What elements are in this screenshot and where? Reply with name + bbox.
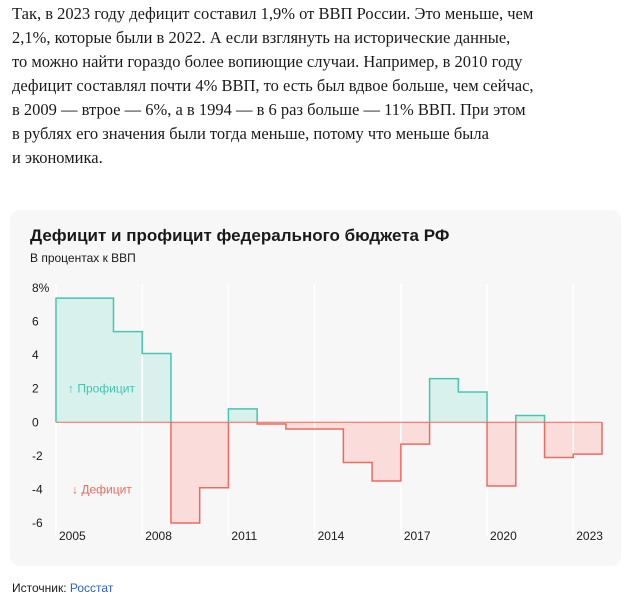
deficit-outline	[170, 422, 230, 524]
x-tick-label: 2023	[576, 529, 603, 543]
bar-2008	[142, 353, 172, 423]
bar-2019	[458, 392, 488, 423]
source-line: Источник: Росстат	[12, 581, 113, 595]
deficit-outline	[486, 422, 517, 487]
article-line: то можно найти гораздо более вопиющие сл…	[12, 52, 523, 71]
bar-2021	[515, 415, 546, 423]
x-tick-label: 2014	[318, 529, 345, 543]
chart-title: Дефицит и профицит федерального бюджета …	[30, 226, 450, 245]
bar-2023	[573, 422, 603, 455]
article-line: Так, в 2023 году дефицит составил 1,9% о…	[12, 4, 534, 23]
bar-2009	[170, 422, 201, 523]
bar-2010	[199, 422, 229, 488]
y-tick-label: -2	[32, 449, 43, 463]
source-label: Источник:	[12, 581, 67, 595]
bar-2013	[285, 422, 316, 429]
article-line: и экономика.	[12, 148, 103, 167]
surplus-outline	[55, 297, 172, 423]
y-tick-label: 8%	[32, 281, 50, 295]
bar-2006	[84, 298, 114, 423]
surplus-outline	[227, 408, 258, 423]
x-tick-label: 2008	[145, 529, 172, 543]
article-line: в рублях его значения были тогда меньше,…	[12, 124, 489, 143]
y-tick-label: -6	[32, 516, 43, 530]
budget-chart: 8% 6 4 2 0 -2 -4 -6 2005 2008 2011 2014 2017 2020 2023…	[32, 281, 603, 543]
x-tick-label: 2017	[404, 529, 431, 543]
x-tick-label: 2005	[59, 529, 86, 543]
bar-2015	[343, 422, 373, 463]
surplus-outline	[428, 377, 488, 423]
bar-2011	[228, 408, 258, 423]
article-line: в 2009 — втрое — 6%, а в 1994 — в 6 раз …	[12, 100, 526, 119]
x-tick-label: 2020	[490, 529, 517, 543]
article-line: 2,1%, которые были в 2022. А если взглян…	[12, 28, 511, 47]
bar-2018	[429, 378, 459, 423]
chart-subtitle: В процентах к ВВП	[30, 251, 136, 265]
source-link[interactable]: Росстат	[69, 581, 114, 595]
y-tick-label: 6	[32, 315, 39, 329]
y-tick-label: 2	[32, 382, 39, 396]
y-tick-label: -4	[32, 482, 43, 496]
bar-2014	[314, 422, 344, 429]
deficit-annotation: ↓ Дефицит	[72, 482, 132, 496]
bar-2007	[113, 331, 143, 423]
article-line: дефицит составлял почти 4% ВВП, то есть …	[12, 76, 534, 95]
surplus-outline	[515, 414, 546, 423]
bar-2012	[257, 422, 287, 424]
article-text: Так, в 2023 году дефицит составил 1,9% о…	[12, 2, 622, 170]
bar-2020	[487, 422, 517, 487]
x-tick-label: 2011	[231, 529, 257, 543]
y-tick-label: 4	[32, 348, 39, 362]
bar-2016	[372, 422, 402, 482]
bar-2017	[400, 422, 431, 445]
bar-2005	[56, 298, 86, 423]
chart-card: Дефицит и профицит федерального бюджета …	[10, 210, 621, 566]
bar-2022	[544, 422, 574, 458]
deficit-outline	[543, 422, 603, 459]
deficit-outline	[256, 422, 431, 482]
y-tick-label: 0	[32, 415, 39, 429]
surplus-annotation: ↑ Профицит	[68, 382, 135, 396]
